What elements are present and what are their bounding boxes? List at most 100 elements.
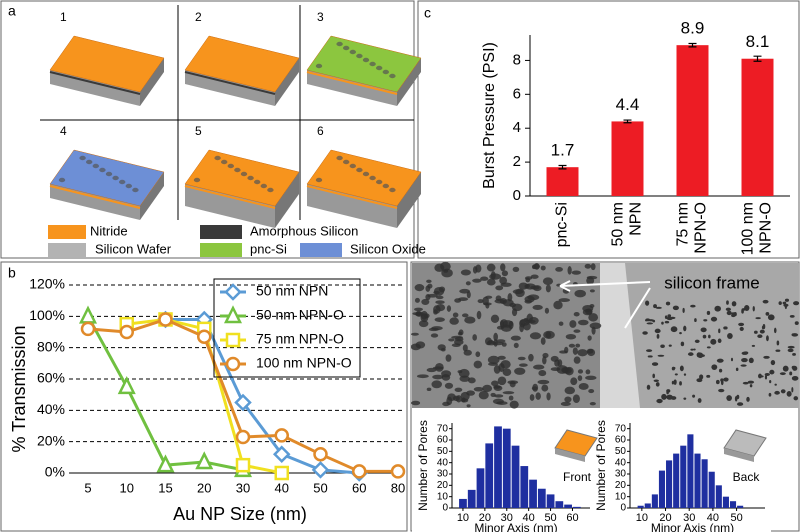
pore <box>764 374 768 380</box>
bar <box>572 506 581 508</box>
pore <box>430 333 439 338</box>
pore <box>653 379 659 382</box>
pore <box>92 163 100 169</box>
pore <box>112 175 119 181</box>
pore <box>716 358 724 363</box>
pore <box>789 371 793 376</box>
pore <box>558 298 571 303</box>
y-tick-label: 20 <box>615 480 627 491</box>
inset-label: Back <box>733 470 761 484</box>
layer-edge <box>184 71 276 95</box>
pore <box>767 314 775 321</box>
pore <box>564 396 572 403</box>
pore <box>568 343 576 348</box>
pore <box>740 364 747 367</box>
step-number: 6 <box>317 124 324 138</box>
point <box>235 429 251 445</box>
pore <box>475 264 482 273</box>
pore <box>585 375 597 381</box>
pore <box>726 300 729 305</box>
pore <box>530 274 539 279</box>
pore <box>465 281 471 286</box>
inset-side <box>555 448 585 462</box>
pore <box>656 334 660 339</box>
step-number: 3 <box>317 10 324 24</box>
pore <box>382 183 389 189</box>
x-tick-label: 10 <box>636 512 648 524</box>
pore <box>435 295 444 300</box>
pore <box>490 271 496 280</box>
pore <box>666 316 673 321</box>
pore <box>445 354 452 362</box>
point <box>158 312 173 327</box>
pore <box>480 276 489 281</box>
x-tick-label: 10 <box>120 480 134 495</box>
pore <box>768 392 772 397</box>
x-tick-label: 50 <box>313 480 327 495</box>
bar <box>502 428 511 508</box>
pore <box>665 301 671 306</box>
pore <box>775 349 781 352</box>
pore <box>447 393 456 401</box>
pore <box>656 398 663 404</box>
pore <box>718 368 723 373</box>
pore <box>414 307 423 312</box>
error-bar <box>623 119 632 124</box>
pore <box>572 347 578 355</box>
panel-label: c <box>424 5 431 21</box>
pore <box>573 356 581 364</box>
pore <box>682 307 685 313</box>
point <box>352 464 367 479</box>
pore <box>706 374 711 378</box>
pore <box>769 380 772 384</box>
pore <box>564 386 576 395</box>
pore <box>683 397 687 400</box>
y-axis-label: % Transmission <box>9 325 29 452</box>
pore <box>739 326 744 331</box>
x-axis-label: Au NP Size (nm) <box>173 504 307 524</box>
y-axis-label: Burst Pressure (PSI) <box>481 42 498 189</box>
pore <box>642 331 648 335</box>
pore <box>666 390 669 395</box>
pore <box>749 384 753 388</box>
x-axis-label: Minor Axis (nm) <box>474 521 557 532</box>
x-tick-label: 5 <box>84 480 91 495</box>
x-tick-label: 100 nmNPN-O <box>740 202 775 255</box>
wafer-side <box>50 70 140 106</box>
pore <box>751 344 756 347</box>
pore <box>679 381 682 386</box>
pore <box>540 337 546 345</box>
value-label: 4.4 <box>616 95 640 114</box>
error-bar <box>558 164 567 170</box>
pore <box>726 310 732 316</box>
pore <box>706 310 711 316</box>
pore <box>590 263 596 271</box>
pore <box>537 379 550 385</box>
pore <box>454 298 462 303</box>
layer-edge <box>49 185 141 209</box>
pore <box>444 382 454 389</box>
point <box>390 464 406 479</box>
pore <box>778 301 782 306</box>
y-tick-label: 4 <box>513 119 521 136</box>
x-tick-label: 20 <box>479 512 491 524</box>
pore <box>793 301 800 306</box>
pore <box>538 370 547 377</box>
pore <box>586 276 595 285</box>
pore <box>671 366 675 371</box>
pore <box>454 387 463 392</box>
pore <box>376 65 383 71</box>
pore <box>702 334 707 339</box>
pore <box>717 338 722 344</box>
pore <box>459 375 470 382</box>
legend-marker <box>225 332 241 348</box>
pore <box>452 312 459 318</box>
y-tick-label: 10 <box>437 491 449 502</box>
pore <box>752 305 755 312</box>
bar <box>737 505 744 508</box>
pore <box>546 392 551 401</box>
pore <box>487 362 499 366</box>
pore <box>693 348 696 351</box>
pore <box>473 360 483 369</box>
